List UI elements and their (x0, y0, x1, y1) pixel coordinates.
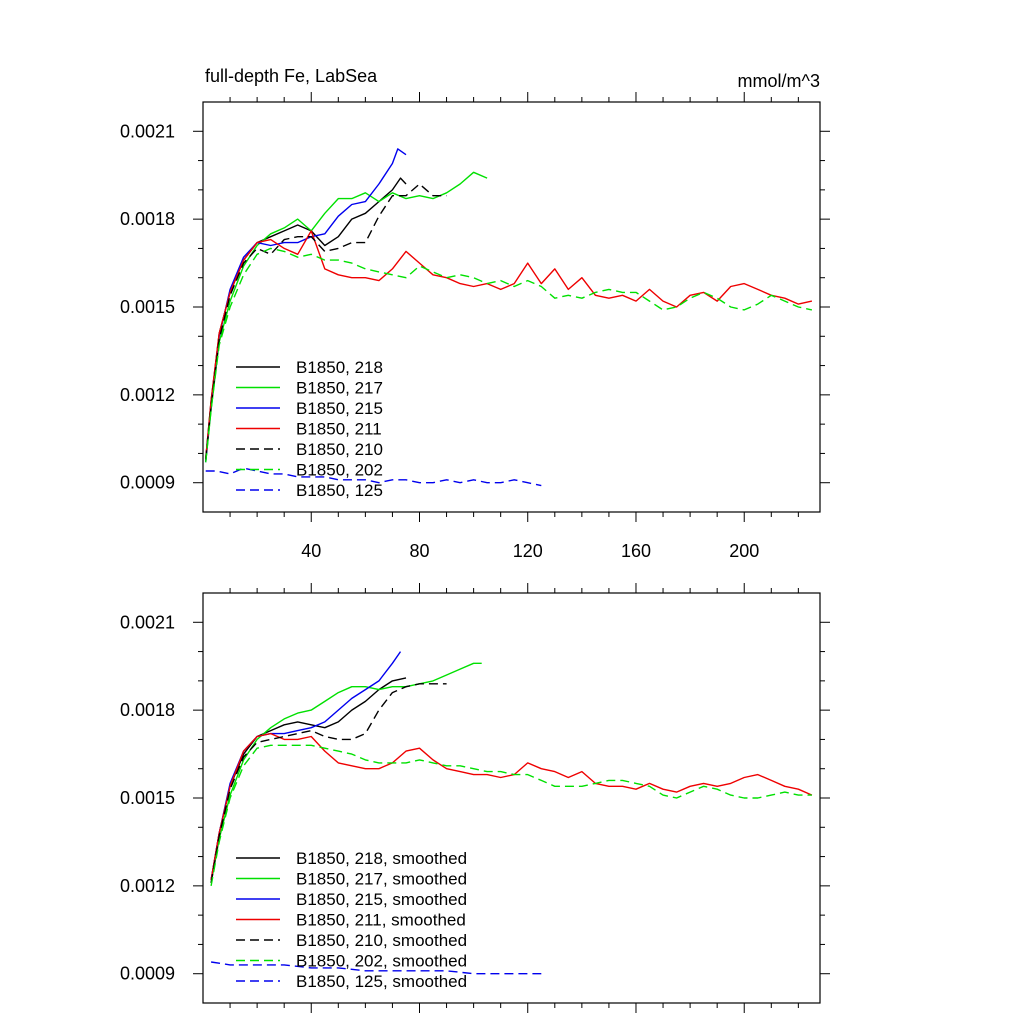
series-line (210, 683, 447, 884)
legend-label: B1850, 211 (296, 420, 382, 439)
y-tick-label: 0.0015 (120, 297, 175, 317)
y-tick-label: 0.0009 (120, 473, 175, 493)
legend-label: B1850, 202, smoothed (296, 952, 467, 971)
x-tick-label: 160 (621, 541, 651, 561)
top-panel-plot: 0.0009 0.0012 0.0015 0.0018 0.0021 40 80 120 160… (120, 92, 830, 561)
y-tick-label: 0.0012 (120, 876, 175, 896)
series-line (205, 247, 813, 463)
legend-label: B1850, 210, smoothed (296, 931, 467, 950)
series-line (205, 183, 447, 460)
x-tick-label: 120 (513, 541, 543, 561)
series-line (210, 961, 542, 975)
legend-label: B1850, 125 (296, 481, 383, 500)
legend-label: B1850, 202 (296, 461, 383, 480)
series-line (210, 732, 813, 881)
y-tick-label: 0.0015 (120, 788, 175, 808)
y-tick-label: 0.0012 (120, 385, 175, 405)
series-line (205, 171, 488, 463)
units-label: mmol/m^3 (738, 71, 820, 91)
legend-label: B1850, 218 (296, 358, 383, 377)
chart-title: full-depth Fe, LabSea (205, 66, 378, 86)
y-tick-label: 0.0009 (120, 964, 175, 984)
x-tick-label: 200 (729, 541, 759, 561)
bottom-panel-plot: 0.0009 0.0012 0.0015 0.0018 0.0021 B1850, 218… (120, 583, 830, 1013)
legend: B1850, 218, smoothed B1850, 217, smoothed… (236, 849, 467, 991)
series-line (205, 230, 813, 460)
legend-label: B1850, 125, smoothed (296, 972, 467, 991)
y-tick-label: 0.0021 (120, 612, 175, 632)
series-line (205, 467, 542, 487)
y-tick-label: 0.0018 (120, 209, 175, 229)
legend-label: B1850, 215 (296, 399, 383, 418)
x-tick-label: 80 (409, 541, 429, 561)
legend-label: B1850, 217, smoothed (296, 870, 467, 889)
x-tick-label: 40 (301, 541, 321, 561)
legend-label: B1850, 218, smoothed (296, 849, 467, 868)
legend-label: B1850, 215, smoothed (296, 890, 467, 909)
legend-label: B1850, 211, smoothed (296, 911, 466, 930)
legend-label: B1850, 210 (296, 440, 383, 459)
y-tick-label: 0.0021 (120, 121, 175, 141)
y-tick-label: 0.0018 (120, 700, 175, 720)
legend-label: B1850, 217 (296, 379, 383, 398)
